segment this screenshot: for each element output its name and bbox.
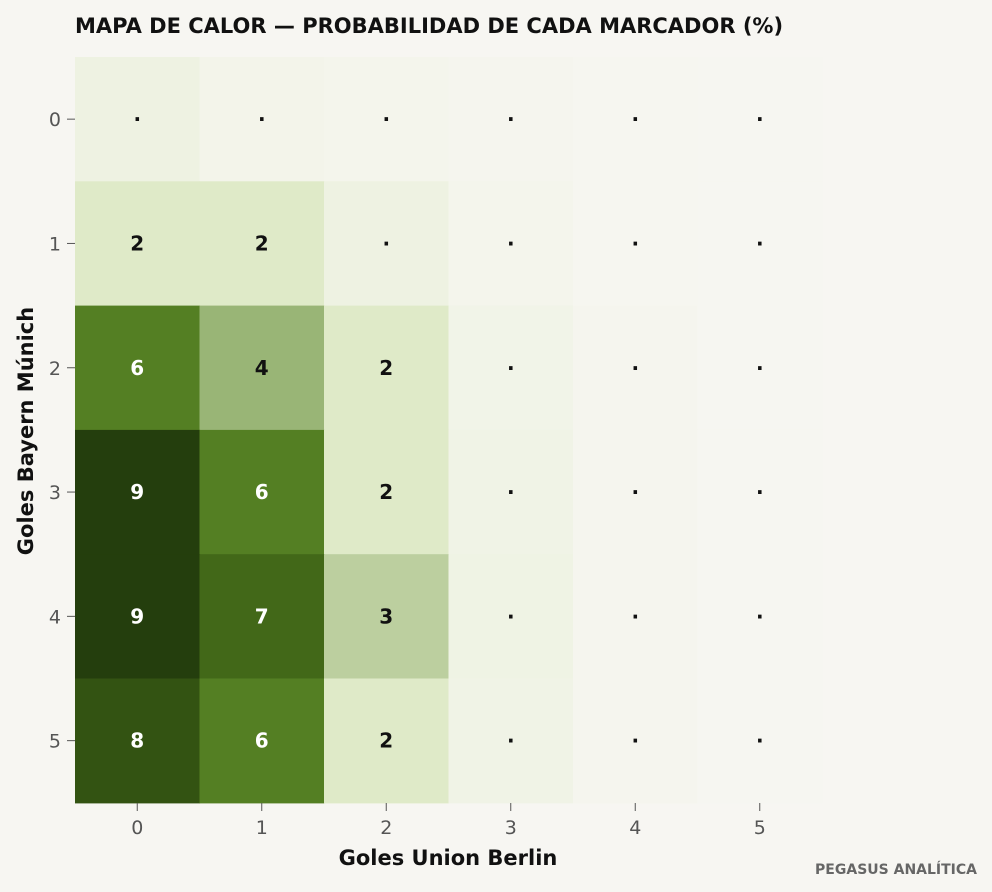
heatmap-cell-0-3 — [448, 57, 574, 182]
cell-label-4-0: 9 — [130, 604, 144, 628]
cell-label-3-5: · — [756, 480, 764, 504]
heatmap-cell-0-5 — [697, 57, 823, 182]
cell-label-5-2: 2 — [379, 729, 393, 753]
watermark-text: PEGASUS ANALÍTICA — [815, 861, 977, 878]
cell-label-2-4: · — [631, 356, 639, 380]
heatmap-cell-labels: · · · · · · 2 2 · · · · 6 4 2 · · · 9 6 2 · · · 9 7 3 · · · 8 6 2 · · · — [130, 107, 763, 753]
heatmap-cell-4-2 — [324, 554, 450, 680]
heatmap-cell-3-1 — [199, 429, 325, 555]
cell-label-1-4: · — [631, 231, 639, 255]
heatmap-cell-5-1 — [199, 678, 325, 804]
cell-label-3-2: 2 — [379, 480, 393, 504]
heatmap-cell-5-4 — [573, 678, 699, 804]
cell-label-5-1: 6 — [255, 729, 269, 753]
heatmap-cell-3-2 — [324, 429, 450, 555]
cell-label-5-5: · — [756, 729, 764, 753]
cell-label-4-2: 3 — [379, 604, 393, 628]
y-tick-label-1: 1 — [49, 233, 61, 255]
heatmap-cell-4-5 — [697, 554, 823, 680]
cell-label-0-1: · — [258, 107, 266, 131]
heatmap-cell-5-3 — [448, 678, 574, 804]
cell-label-2-3: · — [507, 356, 515, 380]
cell-label-1-3: · — [507, 231, 515, 255]
cell-label-4-4: · — [631, 604, 639, 628]
cell-label-3-3: · — [507, 480, 515, 504]
x-axis-label: Goles Union Berlin — [339, 846, 558, 870]
heatmap-cell-1-3 — [448, 181, 574, 307]
x-tick-label-4: 4 — [629, 817, 641, 839]
heatmap-cell-0-2 — [324, 57, 450, 182]
cell-label-0-5: · — [756, 107, 764, 131]
heatmap-cell-5-2 — [324, 678, 450, 804]
cell-label-0-0: · — [133, 107, 141, 131]
cell-label-1-2: · — [382, 231, 390, 255]
x-tick-label-5: 5 — [754, 817, 766, 839]
heatmap-cell-4-0 — [75, 554, 201, 680]
x-tick-label-1: 1 — [256, 817, 268, 839]
heatmap-cell-5-0 — [75, 678, 201, 804]
heatmap-cell-1-1 — [199, 181, 325, 307]
cell-label-3-1: 6 — [255, 480, 269, 504]
heatmap-cell-3-5 — [697, 429, 823, 555]
cell-label-5-4: · — [631, 729, 639, 753]
y-tick-label-0: 0 — [49, 109, 61, 131]
heatmap-cell-5-5 — [697, 678, 823, 804]
y-tick-label-5: 5 — [49, 731, 61, 753]
heatmap-cell-2-5 — [697, 305, 823, 431]
cell-label-2-5: · — [756, 356, 764, 380]
heatmap-cell-0-4 — [573, 57, 699, 182]
x-tick-label-0: 0 — [131, 817, 143, 839]
chart-title: MAPA DE CALOR — PROBABILIDAD DE CADA MAR… — [75, 14, 783, 38]
cell-label-1-1: 2 — [255, 231, 269, 255]
heatmap-cell-2-0 — [75, 305, 201, 431]
y-tick-label-4: 4 — [49, 606, 61, 628]
cell-label-2-2: 2 — [379, 356, 393, 380]
cell-label-0-2: · — [382, 107, 390, 131]
heatmap-cell-1-4 — [573, 181, 699, 307]
y-axis-ticks: 0 1 2 3 4 5 — [49, 109, 75, 753]
heatmap-cell-3-4 — [573, 429, 699, 555]
heatmap-cell-1-5 — [697, 181, 823, 307]
cell-label-0-3: · — [507, 107, 515, 131]
y-tick-label-3: 3 — [49, 482, 61, 504]
cell-label-4-3: · — [507, 604, 515, 628]
x-tick-label-2: 2 — [380, 817, 392, 839]
heatmap-cell-2-3 — [448, 305, 574, 431]
heatmap-cell-4-4 — [573, 554, 699, 680]
cell-label-1-5: · — [756, 231, 764, 255]
cell-label-1-0: 2 — [130, 231, 144, 255]
y-axis-label: Goles Bayern Múnich — [14, 307, 38, 555]
heatmap-cells — [75, 57, 823, 804]
heatmap-cell-3-0 — [75, 429, 201, 555]
heatmap-cell-4-1 — [199, 554, 325, 680]
cell-label-4-5: · — [756, 604, 764, 628]
heatmap-cell-4-3 — [448, 554, 574, 680]
cell-label-3-4: · — [631, 480, 639, 504]
x-axis-ticks: 0 1 2 3 4 5 — [131, 803, 766, 839]
cell-label-2-1: 4 — [255, 356, 269, 380]
cell-label-5-3: · — [507, 729, 515, 753]
x-tick-label-3: 3 — [505, 817, 517, 839]
cell-label-5-0: 8 — [130, 729, 144, 753]
heatmap-cell-1-0 — [75, 181, 201, 307]
heatmap-cell-0-0 — [75, 57, 201, 182]
heatmap-cell-1-2 — [324, 181, 450, 307]
heatmap-cell-2-2 — [324, 305, 450, 431]
heatmap-cell-2-1 — [199, 305, 325, 431]
heatmap-cell-2-4 — [573, 305, 699, 431]
cell-label-2-0: 6 — [130, 356, 144, 380]
y-tick-label-2: 2 — [49, 358, 61, 380]
cell-label-3-0: 9 — [130, 480, 144, 504]
heatmap-cell-3-3 — [448, 429, 574, 555]
cell-label-4-1: 7 — [255, 604, 269, 628]
heatmap-cell-0-1 — [199, 57, 325, 182]
cell-label-0-4: · — [631, 107, 639, 131]
